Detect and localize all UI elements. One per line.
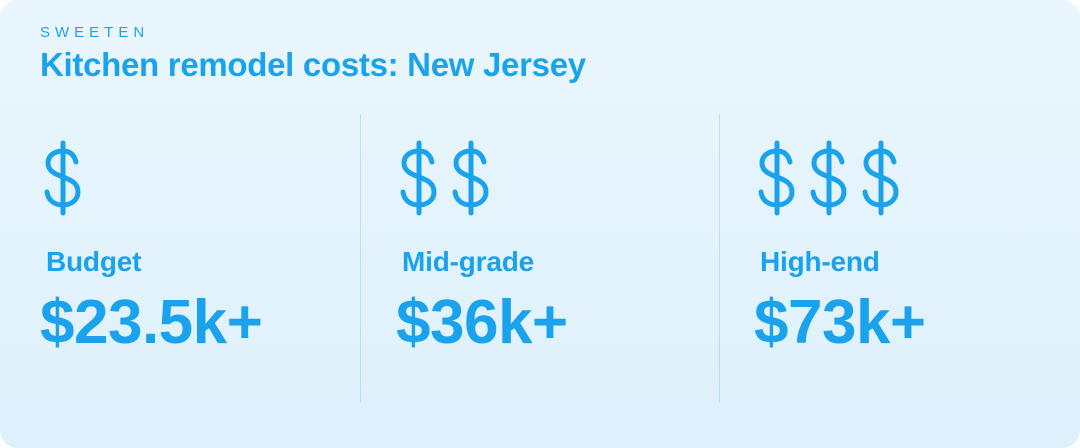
- dollar-signs: [40, 140, 360, 230]
- dollar-sign-icon: [44, 140, 81, 216]
- dollar-sign-icon: [400, 140, 437, 216]
- dollar-sign-icon: [810, 140, 847, 216]
- dollar-sign-icon: [452, 140, 489, 216]
- tier-price: $73k+: [754, 288, 926, 357]
- tier-mid-grade: Mid-grade $36k+: [396, 140, 716, 354]
- dollar-signs: [396, 140, 716, 230]
- column-divider: [719, 114, 720, 402]
- dollar-sign-icon: [758, 140, 795, 216]
- tier-price: $36k+: [396, 288, 568, 357]
- tier-high-end: High-end $73k+: [754, 140, 1074, 354]
- tier-budget: Budget $23.5k+: [40, 140, 360, 354]
- tier-label: Budget: [46, 246, 142, 277]
- dollar-signs: [754, 140, 1074, 230]
- page-title: Kitchen remodel costs: New Jersey: [40, 46, 586, 83]
- tier-price: $23.5k+: [40, 288, 263, 357]
- tier-label: Mid-grade: [402, 246, 534, 277]
- brand-label: SWEETEN: [40, 24, 150, 41]
- dollar-sign-icon: [862, 140, 899, 216]
- column-divider: [360, 114, 361, 402]
- tier-label: High-end: [760, 246, 880, 277]
